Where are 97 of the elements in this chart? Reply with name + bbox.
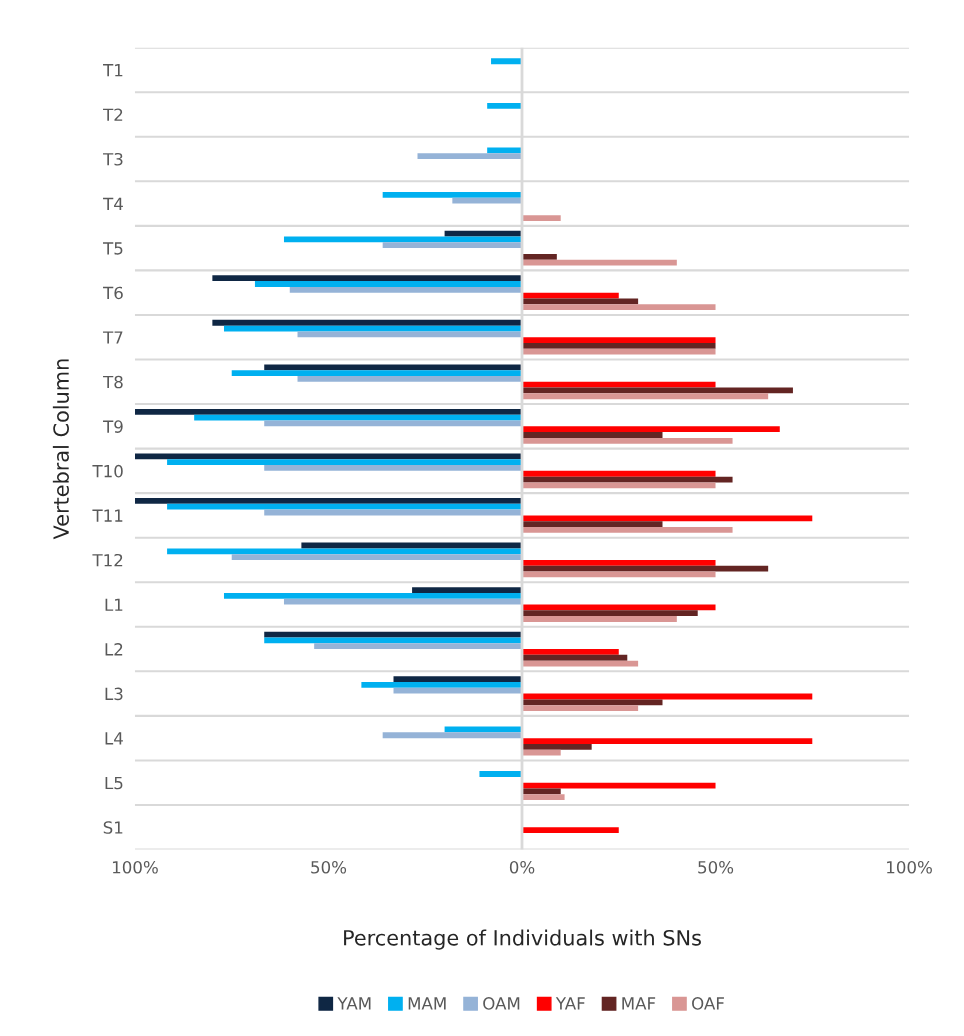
bar	[522, 738, 813, 744]
bar	[522, 654, 628, 661]
y-tick-label: T3	[103, 152, 123, 166]
bar	[522, 565, 769, 572]
bar	[522, 649, 619, 655]
bar	[264, 465, 523, 471]
bar	[522, 437, 733, 444]
bar	[522, 699, 663, 706]
bar	[134, 408, 523, 415]
y-tick-label: T1	[103, 64, 123, 77]
bar	[254, 281, 523, 287]
bar	[194, 414, 523, 421]
y-tick-label: S1	[103, 821, 123, 834]
y-tick-label: T9	[103, 420, 123, 433]
bar	[452, 197, 523, 204]
y-axis-title: Vertebral Column	[52, 359, 69, 540]
bar	[522, 610, 698, 617]
bar	[283, 598, 523, 605]
bar	[522, 788, 561, 795]
bar	[134, 498, 523, 504]
y-tick-label: T11	[92, 509, 123, 522]
bar	[522, 253, 557, 260]
bar	[522, 749, 561, 756]
bar	[314, 643, 523, 650]
x-tick-label: 0%	[509, 860, 535, 874]
bar	[231, 370, 523, 376]
bar	[522, 348, 716, 355]
x-axis-title: Percentage of Individuals with SNs	[344, 929, 701, 950]
bar	[487, 102, 523, 109]
legend-label: MAF	[622, 997, 656, 1010]
bar	[487, 147, 523, 154]
bar	[382, 242, 523, 249]
bar	[522, 304, 716, 311]
y-tick-label: T4	[103, 197, 123, 210]
bar	[522, 426, 780, 433]
y-tick-label: T7	[103, 331, 123, 344]
legend-label: OAM	[483, 997, 520, 1010]
bar	[393, 687, 523, 694]
bar	[522, 381, 716, 388]
legend-label: OAF	[692, 997, 724, 1010]
x-tick-label: 50%	[698, 860, 734, 874]
y-tick-label: T6	[103, 286, 123, 300]
bar	[522, 482, 716, 489]
bar	[223, 592, 523, 599]
bar	[522, 470, 716, 477]
y-tick-label: L2	[105, 643, 123, 656]
bar	[522, 432, 663, 438]
bar	[522, 827, 619, 834]
bar	[479, 771, 523, 777]
bar	[264, 637, 523, 644]
bar	[382, 732, 523, 739]
bar	[264, 364, 523, 371]
bar	[212, 275, 523, 282]
bar	[134, 453, 523, 460]
bar	[522, 616, 677, 622]
bar	[522, 393, 769, 400]
bar	[522, 343, 716, 349]
bar	[522, 743, 592, 750]
y-tick-label: T10	[92, 464, 123, 478]
bar	[382, 191, 523, 198]
bar	[393, 676, 523, 683]
bar	[297, 375, 523, 382]
y-tick-label: T12	[92, 553, 123, 567]
bar	[167, 459, 523, 466]
bar	[289, 286, 523, 293]
y-tick-label: T8	[103, 375, 123, 389]
bar	[412, 587, 523, 593]
bar	[522, 515, 813, 522]
bar	[491, 58, 523, 65]
legend-label: MAM	[408, 997, 446, 1010]
bar	[522, 559, 716, 566]
y-tick-label: T5	[103, 242, 123, 255]
bar	[212, 319, 523, 326]
legend-label: YAF	[555, 997, 585, 1010]
y-tick-label: L4	[105, 732, 123, 745]
bar	[522, 526, 733, 533]
bar	[522, 298, 639, 305]
y-tick-label: L3	[105, 687, 123, 701]
x-tick-label: 50%	[311, 860, 347, 874]
bar	[444, 230, 523, 237]
bar	[167, 548, 523, 555]
bar	[417, 153, 523, 160]
y-tick-label: L1	[105, 598, 123, 611]
bar	[231, 554, 523, 560]
x-tick-label: 100%	[112, 860, 158, 874]
bar	[522, 521, 663, 527]
legend-label: YAM	[337, 997, 371, 1010]
bar	[297, 331, 523, 338]
y-tick-label: L5	[105, 776, 123, 790]
y-tick-label: T2	[103, 108, 123, 121]
bar	[522, 794, 565, 801]
bar	[522, 337, 716, 344]
bar	[361, 682, 523, 688]
bar	[522, 215, 561, 221]
bar	[167, 503, 523, 510]
x-tick-label: 100%	[887, 860, 932, 874]
bar	[522, 705, 639, 711]
